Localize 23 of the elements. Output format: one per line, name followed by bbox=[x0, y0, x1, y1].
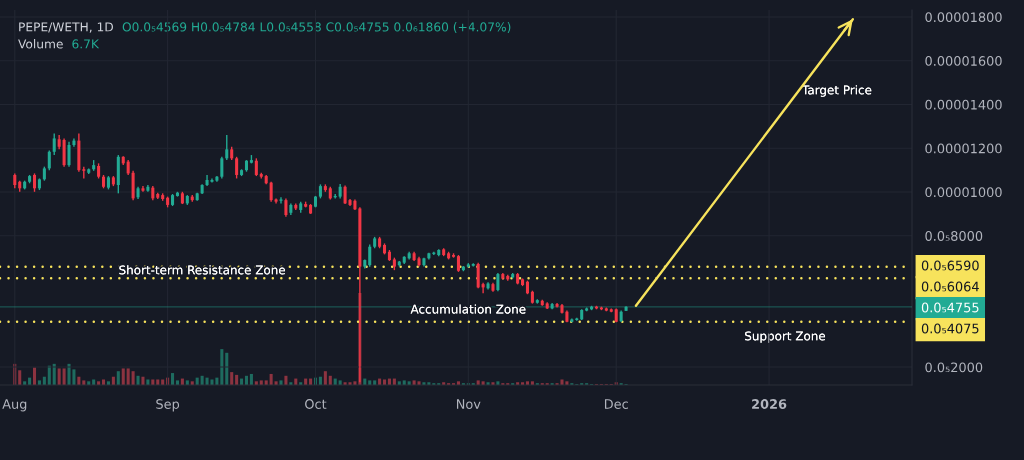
x-tick-label: Dec bbox=[604, 399, 628, 409]
y-tick-label: 0.00001600 bbox=[925, 56, 1002, 66]
y-tick-label: 0.0₅2000 bbox=[925, 362, 983, 373]
ref-line-label: 0.0₅6590 bbox=[921, 260, 979, 271]
text: PEPE/WETH, 1D bbox=[19, 22, 113, 33]
x-tick-label: Aug bbox=[2, 399, 27, 412]
ref-line-label: 0.0₅4755 bbox=[921, 302, 979, 313]
ref-line-label: 0.0₅4075 bbox=[921, 323, 979, 334]
x-tick-label: Nov bbox=[456, 399, 481, 409]
annotation: Accumulation Zone bbox=[410, 304, 526, 314]
y-tick-label: 0.00001200 bbox=[925, 143, 1002, 154]
y-tick-label: 0.0₅8000 bbox=[925, 231, 983, 241]
ref-line-label: 0.0₅6064 bbox=[921, 281, 979, 292]
annotation: Short-term Resistance Zone bbox=[119, 265, 286, 275]
y-tick-label: 0.00001000 bbox=[925, 187, 1002, 198]
text: O0.0₅4569 H0.0₅4784 L0.0₅4558 C0.0₅4755 0.0₆1860 (+4.07%) bbox=[122, 22, 511, 33]
x-tick-label: Oct bbox=[305, 399, 327, 409]
x-tick-label: 2026 bbox=[752, 399, 787, 409]
x-tick-label: Sep bbox=[156, 399, 180, 412]
y-tick-label: 0.00001800 bbox=[925, 12, 1002, 23]
y-tick-label: 0.00001400 bbox=[925, 99, 1002, 110]
annotation: Target Price bbox=[802, 85, 872, 97]
annotation: Support Zone bbox=[745, 331, 826, 343]
